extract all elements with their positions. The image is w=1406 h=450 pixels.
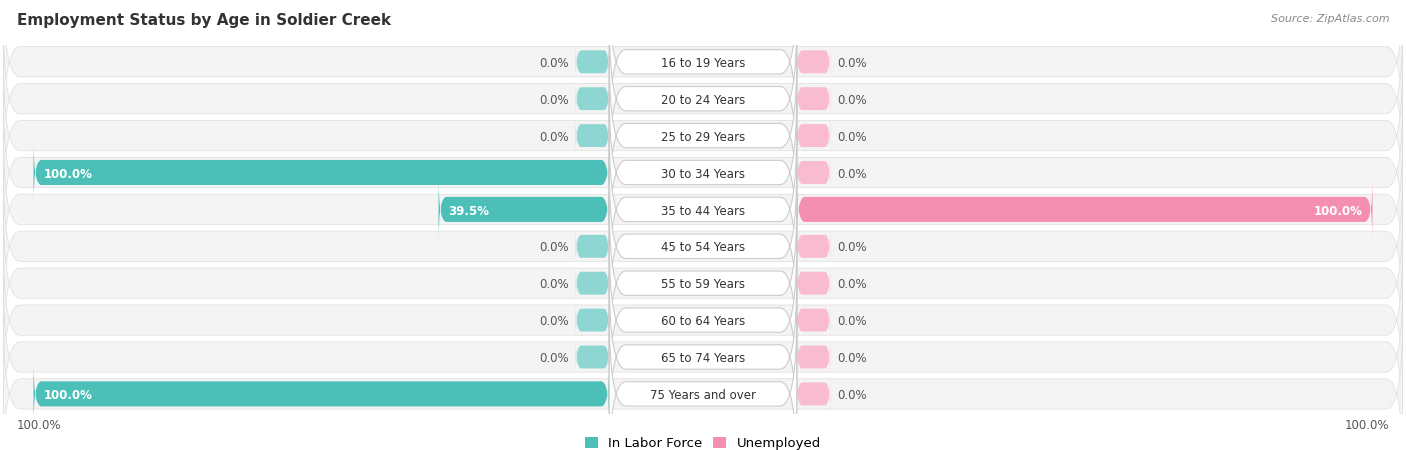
- FancyBboxPatch shape: [609, 314, 797, 450]
- Text: 0.0%: 0.0%: [837, 131, 866, 144]
- Text: 55 to 59 Years: 55 to 59 Years: [661, 279, 745, 291]
- Text: 0.0%: 0.0%: [540, 352, 569, 365]
- Text: 0.0%: 0.0%: [540, 279, 569, 291]
- FancyBboxPatch shape: [576, 302, 609, 338]
- Text: 60 to 64 Years: 60 to 64 Years: [661, 315, 745, 328]
- FancyBboxPatch shape: [576, 44, 609, 80]
- FancyBboxPatch shape: [439, 178, 609, 241]
- FancyBboxPatch shape: [797, 228, 830, 264]
- FancyBboxPatch shape: [609, 203, 797, 363]
- FancyBboxPatch shape: [3, 317, 1403, 450]
- Text: 100.0%: 100.0%: [1344, 419, 1389, 432]
- Text: 65 to 74 Years: 65 to 74 Years: [661, 352, 745, 365]
- Text: 0.0%: 0.0%: [540, 94, 569, 107]
- Text: Employment Status by Age in Soldier Creek: Employment Status by Age in Soldier Cree…: [17, 14, 391, 28]
- FancyBboxPatch shape: [3, 95, 1403, 250]
- FancyBboxPatch shape: [3, 132, 1403, 287]
- FancyBboxPatch shape: [797, 265, 830, 301]
- FancyBboxPatch shape: [3, 58, 1403, 213]
- FancyBboxPatch shape: [34, 362, 609, 426]
- FancyBboxPatch shape: [576, 265, 609, 301]
- FancyBboxPatch shape: [576, 228, 609, 264]
- FancyBboxPatch shape: [797, 81, 830, 117]
- Text: 16 to 19 Years: 16 to 19 Years: [661, 57, 745, 70]
- FancyBboxPatch shape: [609, 166, 797, 326]
- FancyBboxPatch shape: [576, 81, 609, 117]
- FancyBboxPatch shape: [797, 376, 830, 412]
- Text: 0.0%: 0.0%: [837, 352, 866, 365]
- Text: Source: ZipAtlas.com: Source: ZipAtlas.com: [1271, 14, 1389, 23]
- Legend: In Labor Force, Unemployed: In Labor Force, Unemployed: [579, 432, 827, 450]
- FancyBboxPatch shape: [797, 154, 830, 190]
- FancyBboxPatch shape: [576, 339, 609, 375]
- FancyBboxPatch shape: [609, 129, 797, 289]
- FancyBboxPatch shape: [609, 55, 797, 216]
- FancyBboxPatch shape: [609, 277, 797, 437]
- FancyBboxPatch shape: [3, 22, 1403, 176]
- Text: 100.0%: 100.0%: [17, 419, 62, 432]
- Text: 0.0%: 0.0%: [837, 168, 866, 180]
- Text: 100.0%: 100.0%: [44, 168, 93, 180]
- Text: 0.0%: 0.0%: [837, 279, 866, 291]
- Text: 0.0%: 0.0%: [540, 242, 569, 254]
- FancyBboxPatch shape: [3, 169, 1403, 324]
- Text: 20 to 24 Years: 20 to 24 Years: [661, 94, 745, 107]
- Text: 75 Years and over: 75 Years and over: [650, 389, 756, 402]
- Text: 0.0%: 0.0%: [837, 57, 866, 70]
- FancyBboxPatch shape: [797, 117, 830, 153]
- Text: 35 to 44 Years: 35 to 44 Years: [661, 205, 745, 217]
- Text: 25 to 29 Years: 25 to 29 Years: [661, 131, 745, 144]
- FancyBboxPatch shape: [3, 280, 1403, 434]
- Text: 0.0%: 0.0%: [540, 131, 569, 144]
- FancyBboxPatch shape: [609, 92, 797, 252]
- FancyBboxPatch shape: [797, 302, 830, 338]
- FancyBboxPatch shape: [609, 18, 797, 179]
- Text: 0.0%: 0.0%: [837, 315, 866, 328]
- FancyBboxPatch shape: [797, 178, 1372, 241]
- Text: 0.0%: 0.0%: [837, 389, 866, 402]
- FancyBboxPatch shape: [797, 44, 830, 80]
- FancyBboxPatch shape: [3, 206, 1403, 360]
- Text: 39.5%: 39.5%: [449, 205, 489, 217]
- FancyBboxPatch shape: [3, 0, 1403, 139]
- Text: 100.0%: 100.0%: [44, 389, 93, 402]
- FancyBboxPatch shape: [576, 117, 609, 153]
- FancyBboxPatch shape: [609, 240, 797, 400]
- Text: 100.0%: 100.0%: [1313, 205, 1362, 217]
- FancyBboxPatch shape: [34, 141, 609, 204]
- Text: 0.0%: 0.0%: [540, 315, 569, 328]
- Text: 0.0%: 0.0%: [540, 57, 569, 70]
- Text: 45 to 54 Years: 45 to 54 Years: [661, 242, 745, 254]
- FancyBboxPatch shape: [797, 339, 830, 375]
- FancyBboxPatch shape: [609, 0, 797, 142]
- FancyBboxPatch shape: [3, 243, 1403, 397]
- Text: 0.0%: 0.0%: [837, 94, 866, 107]
- Text: 0.0%: 0.0%: [837, 242, 866, 254]
- Text: 30 to 34 Years: 30 to 34 Years: [661, 168, 745, 180]
